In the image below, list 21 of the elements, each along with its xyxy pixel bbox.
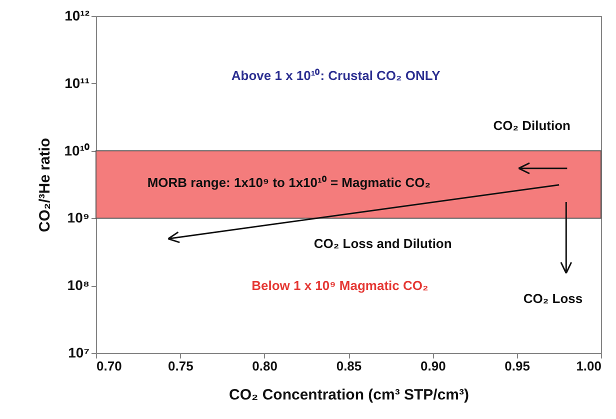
annotation: Below 1 x 10⁹ Magmatic CO₂ [252, 278, 428, 293]
x-tick-label: 1.00 [576, 358, 602, 374]
x-tick-label: 0.75 [168, 358, 194, 374]
x-tick-label: 0.80 [252, 358, 278, 374]
annotation: Above 1 x 10¹⁰: Crustal CO₂ ONLY [231, 68, 441, 83]
y-axis-title: CO₂/³He ratio [36, 138, 54, 232]
x-tick-label: 0.70 [96, 358, 122, 374]
y-tick-label: 10⁷ [68, 344, 90, 360]
annotation: CO₂ Dilution [493, 118, 571, 133]
y-tick-label: 10⁹ [67, 210, 90, 226]
y-tick-label: 10¹⁰ [64, 142, 90, 158]
x-tick-label: 0.95 [504, 358, 530, 374]
annotation: CO₂ Loss [523, 291, 583, 306]
y-tick-label: 10⁸ [67, 277, 90, 294]
y-tick-label: 10¹² [64, 8, 90, 24]
x-tick-label: 0.85 [336, 358, 362, 374]
x-axis-title: CO₂ Concentration (cm³ STP/cm³) [228, 386, 470, 404]
y-tick-label: 10¹¹ [64, 74, 90, 91]
annotation: MORB range: 1x10⁹ to 1x10¹⁰ = Magmatic CO₂ [147, 175, 431, 190]
annotation: CO₂ Loss and Dilution [314, 236, 452, 252]
x-tick-label: 0.90 [420, 358, 446, 374]
